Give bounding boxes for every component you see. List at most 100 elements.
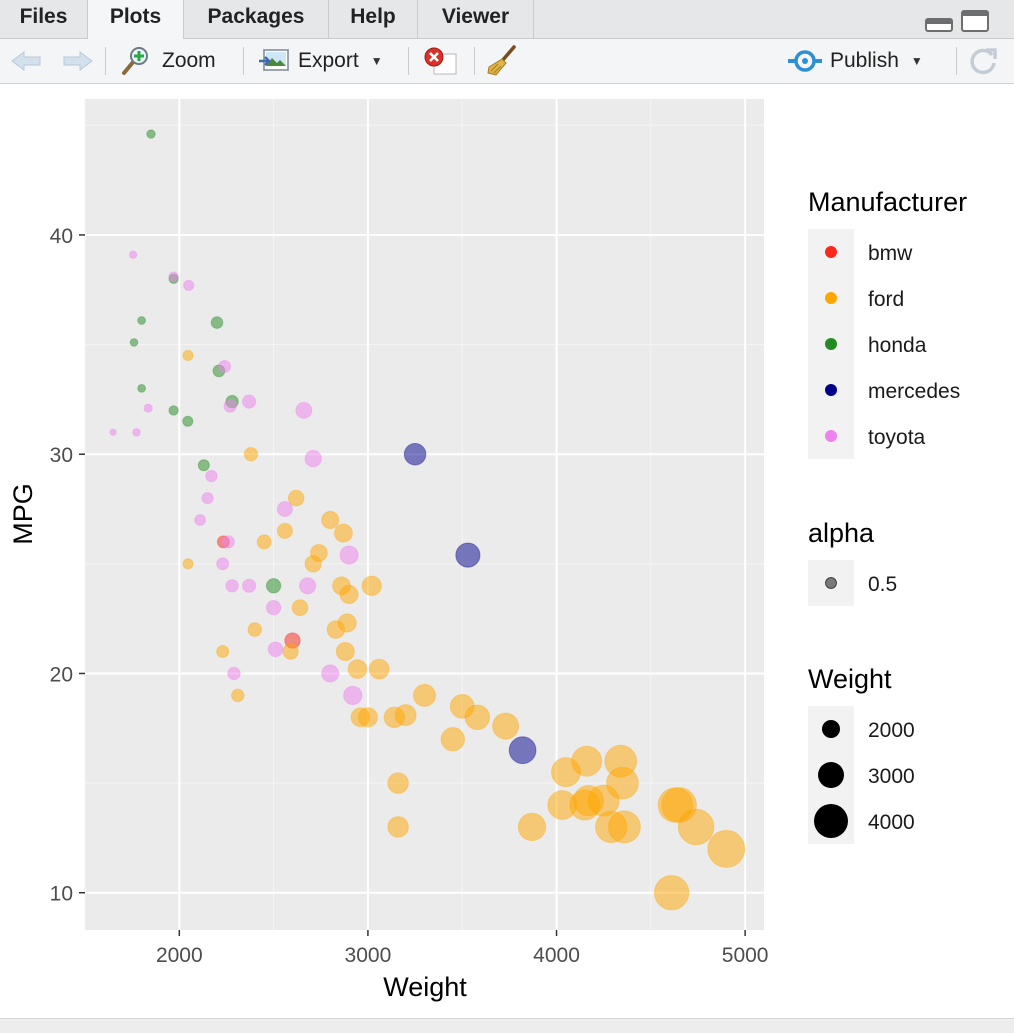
legend-label-size-3000: 3000 (868, 765, 915, 788)
publish-button[interactable]: Publish ▼ (788, 39, 923, 83)
point-ford (368, 658, 390, 680)
y-tick-label: 30 (50, 444, 73, 467)
point-toyota (227, 666, 241, 681)
legend-label-honda: honda (868, 334, 927, 357)
point-toyota (132, 428, 141, 437)
point-ford (335, 642, 355, 661)
point-toyota (321, 664, 340, 683)
point-ford (321, 510, 340, 530)
maximize-icon[interactable] (961, 10, 989, 32)
legend-manufacturer: Manufacturer bmw ford honda mercedes toy… (808, 187, 967, 459)
clear-all-button[interactable] (486, 39, 518, 83)
point-honda (265, 578, 282, 594)
window-controls (925, 10, 989, 32)
point-toyota (218, 360, 232, 373)
point-ford (247, 622, 263, 637)
point-toyota (109, 428, 117, 436)
tab-plots[interactable]: Plots (88, 0, 184, 40)
export-button[interactable]: Export ▼ (258, 39, 383, 83)
point-mercedes (403, 442, 427, 466)
pane-bottom-border (0, 1018, 1014, 1033)
forward-button[interactable] (60, 39, 94, 83)
zoom-button[interactable]: Zoom (120, 39, 216, 83)
point-toyota (194, 514, 207, 526)
legend-title-alpha: alpha (808, 518, 875, 548)
point-honda (197, 459, 210, 472)
legend-title-manufacturer: Manufacturer (808, 187, 967, 217)
point-toyota (267, 641, 284, 658)
legend-label-mercedes: mercedes (868, 380, 960, 403)
legend-key-mercedes (825, 384, 837, 396)
point-ford (517, 812, 547, 842)
point-toyota (299, 577, 317, 595)
zoom-icon (122, 47, 148, 75)
tab-viewer[interactable]: Viewer (418, 0, 534, 38)
point-toyota (168, 271, 179, 282)
point-ford (339, 584, 359, 605)
point-toyota (183, 279, 195, 291)
point-ford (492, 712, 520, 740)
tab-packages[interactable]: Packages (184, 0, 329, 38)
point-mercedes (455, 542, 481, 568)
point-mercedes (508, 736, 537, 765)
point-toyota (143, 403, 153, 413)
legend-label-toyota: toyota (868, 426, 926, 449)
remove-plot-button[interactable] (422, 39, 460, 83)
publish-label: Publish (830, 49, 899, 72)
legend-key-honda (825, 338, 837, 350)
point-toyota (216, 557, 230, 571)
pane-tab-bar: Files Plots Packages Help Viewer (0, 0, 1014, 40)
point-ford (182, 349, 194, 362)
plots-toolbar: Zoom Export ▼ Pub (0, 39, 1014, 84)
point-toyota (128, 250, 138, 259)
tab-help[interactable]: Help (329, 0, 418, 38)
point-ford (276, 522, 293, 539)
point-ford (361, 575, 382, 596)
point-ford (337, 613, 357, 633)
legend-label-size-2000: 2000 (868, 719, 915, 742)
refresh-button[interactable] (968, 39, 998, 83)
point-toyota (225, 579, 239, 593)
point-ford (707, 829, 746, 868)
back-arrow-icon (11, 51, 41, 71)
point-toyota (276, 501, 293, 517)
point-toyota (201, 492, 214, 505)
legend-key-ford (825, 292, 837, 304)
point-ford (357, 707, 378, 728)
legend-label-bmw: bmw (868, 242, 913, 265)
point-ford (287, 489, 305, 507)
point-ford (571, 745, 603, 777)
minimize-icon[interactable] (925, 18, 953, 32)
chevron-down-icon: ▼ (370, 54, 383, 68)
tab-files[interactable]: Files (0, 0, 88, 38)
point-toyota (295, 401, 313, 419)
point-ford (387, 772, 409, 794)
legend-label-size-4000: 4000 (868, 811, 915, 834)
point-ford (291, 599, 309, 617)
back-button[interactable] (10, 39, 44, 83)
point-honda (210, 316, 224, 329)
point-ford (440, 727, 465, 752)
legend-key-size-3000 (818, 762, 844, 788)
point-honda (129, 338, 139, 347)
point-ford (182, 558, 194, 570)
point-ford (216, 645, 230, 658)
point-ford (464, 704, 491, 731)
point-ford (231, 688, 245, 703)
chevron-down-icon: ▼ (910, 54, 923, 68)
y-tick-label: 10 (50, 883, 73, 906)
point-toyota (265, 600, 282, 616)
point-honda (168, 405, 179, 416)
point-ford (413, 683, 436, 707)
publish-icon (788, 50, 822, 72)
point-honda (137, 384, 147, 393)
legend-key-size-4000 (814, 804, 848, 838)
scatter-plot: 2000 3000 4000 5000 10 20 30 40 Weight MPG Manu… (8, 99, 967, 1002)
point-ford (607, 810, 641, 844)
export-icon (259, 49, 289, 71)
point-ford (243, 447, 259, 462)
x-axis-title: Weight (383, 972, 467, 1002)
point-ford (282, 643, 299, 660)
point-honda (146, 129, 156, 139)
point-ford (677, 808, 715, 846)
